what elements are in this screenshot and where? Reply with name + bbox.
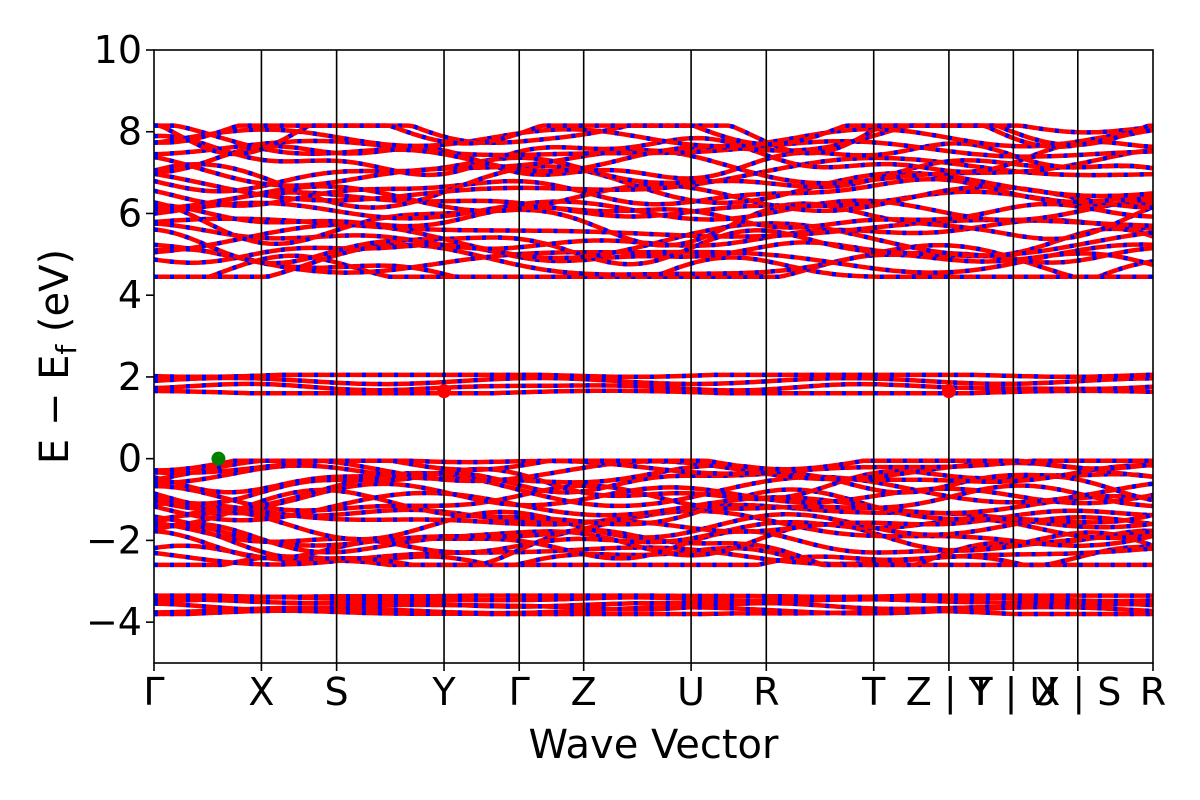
band-line: [153, 155, 1154, 194]
x-tick-label: T: [861, 670, 886, 714]
band-line: [153, 176, 1154, 208]
y-tick-label: 2: [118, 355, 142, 399]
x-axis-title: Wave Vector: [529, 722, 780, 768]
y-tick-label: 6: [118, 191, 142, 235]
band-line-overlay: [153, 161, 1154, 210]
x-tick-label: S: [325, 670, 349, 714]
band-line-overlay: [153, 138, 1154, 159]
band-line-overlay: [153, 501, 1154, 530]
band-line-overlay: [153, 458, 1153, 476]
band-line: [153, 200, 1154, 248]
band-line-overlay: [153, 375, 1154, 387]
cbm-marker: [941, 384, 956, 399]
x-tick-label: Y: [431, 670, 456, 714]
band-line: [153, 470, 1154, 512]
band-line-overlay: [153, 545, 1154, 567]
band-line-overlay: [153, 381, 1154, 393]
band-line: [153, 123, 1154, 148]
x-tick-label: Γ: [143, 670, 164, 714]
y-tick-label: 0: [118, 437, 142, 481]
x-tick-label: Z | Y: [906, 670, 993, 715]
band-line: [154, 463, 1154, 486]
y-tick-label: 4: [118, 273, 142, 317]
y-tick-label: 8: [118, 110, 142, 154]
band-line: [153, 508, 1154, 542]
band-line-overlay: [154, 554, 1153, 568]
y-tick-label: −4: [86, 600, 142, 644]
band-line: [153, 246, 1154, 280]
band-line: [153, 141, 1154, 181]
band-line-overlay: [153, 523, 1154, 568]
band-line-overlay: [153, 372, 1153, 380]
band-line-overlay: [154, 608, 1153, 617]
x-tick-label: T | U: [968, 670, 1057, 715]
x-tick-label: X: [248, 670, 274, 714]
kpoint-divider-lines: [260, 50, 1079, 663]
x-tick-label: U: [677, 670, 705, 714]
band-line-overlay: [153, 521, 1154, 558]
band-line: [153, 242, 1154, 275]
band-line: [153, 126, 1154, 149]
extrema-markers: [211, 384, 956, 466]
bands-layer: [153, 123, 1154, 617]
band-line-overlay: [154, 388, 1154, 396]
x-tick-label: X | S: [1034, 670, 1121, 715]
x-tick-label: Z: [571, 670, 597, 714]
band-line-overlay: [153, 600, 1154, 613]
band-line-overlay: [154, 487, 1154, 529]
y-tick-label: 10: [94, 28, 142, 72]
band-line-overlay: [154, 593, 1153, 600]
band-line: [153, 133, 1154, 178]
y-tick-label: −2: [86, 518, 142, 562]
plot-frame: [153, 49, 1154, 664]
x-tick-label: R: [753, 670, 779, 714]
cbm-marker: [437, 384, 452, 399]
y-axis-ticks: 10 8 6 4 2 0 −2 −4: [86, 28, 154, 644]
x-tick-label: Γ: [509, 670, 530, 714]
band-line-overlay: [154, 458, 1154, 473]
band-line: [153, 470, 1154, 495]
band-line: [153, 201, 1154, 230]
band-line: [154, 242, 1153, 280]
vbm-marker: [211, 451, 226, 466]
band-line: [153, 481, 1154, 512]
y-axis-title: E − Ef (eV): [32, 249, 83, 464]
x-tick-label: R: [1140, 670, 1166, 714]
band-line-overlay: [153, 596, 1154, 609]
